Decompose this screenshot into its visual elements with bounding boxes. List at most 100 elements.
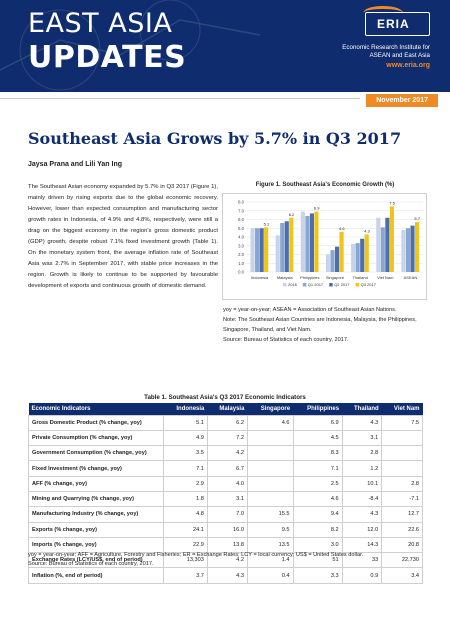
header-cell: Viet Nam: [381, 403, 423, 415]
indicator-value: -8.4: [341, 490, 383, 508]
indicator-value: 0.9: [341, 567, 383, 584]
indicator-value: [381, 460, 423, 477]
legend-label: 2016: [288, 282, 298, 287]
bar-q3-2017: [389, 206, 394, 272]
indicator-value: 1.2: [341, 460, 383, 477]
indicator-value: 7.1: [163, 460, 208, 477]
y-tick-label: 5.0: [238, 226, 244, 231]
legend-label: Q1 2017: [308, 282, 324, 287]
header-cell: Thailand: [342, 403, 382, 415]
figure-notes: yoy = year-on-year; ASEAN = Association …: [223, 305, 428, 345]
indicator-value: 3.1: [206, 490, 248, 508]
indicator-value: 24.1: [163, 521, 208, 538]
indicator-value: 12.0: [341, 521, 383, 538]
y-tick-label: 7.0: [238, 208, 244, 213]
indicator-value: 2.8: [341, 445, 383, 462]
category-label: Thailand: [352, 275, 367, 280]
indicator-value: 12.7: [381, 506, 423, 523]
indicator-value: 4.5: [292, 429, 343, 447]
indicator-label: Manufacturing Industry (% change, yoy): [28, 506, 164, 523]
header-cell: Economic Indicators: [28, 403, 164, 415]
indicator-value: 15.5: [246, 506, 294, 523]
indicator-value: 3.3: [292, 567, 343, 584]
table-header-row: Economic Indicators Indonesia Malaysia S…: [28, 403, 423, 415]
table-row: Inflation (%, end of period) 3.7 4.3 0.4 3.3…: [28, 567, 423, 584]
indicator-label: Inflation (%, end of period): [28, 567, 164, 584]
indicator-value: 9.5: [246, 521, 294, 538]
bar-q2-2017: [385, 217, 390, 272]
background-numbers-graphic: [0, 0, 260, 91]
org-name-line1: Economic Research Institute for: [342, 44, 430, 51]
indicator-value: 4.8: [163, 506, 208, 523]
indicator-value: 1.8: [163, 490, 208, 508]
indicator-value: 9.4: [292, 506, 343, 523]
bar-2016: [351, 244, 356, 272]
indicator-value: 6.2: [206, 414, 248, 431]
bar-q1-2017: [355, 243, 360, 272]
indicator-value: [246, 460, 294, 477]
table-row: Manufacturing Industry (% change, yoy) 4.…: [28, 506, 423, 523]
article-paragraph: The Southeast Asian economy expanded by …: [28, 184, 218, 289]
table-note-source: Source: Bureau of Statistics of each cou…: [28, 561, 154, 567]
indicator-value: 4.6: [292, 490, 343, 508]
indicator-value: 10.1: [341, 475, 383, 492]
legend-swatch: [355, 283, 360, 287]
category-label: Malaysia: [277, 275, 294, 280]
indicator-value: 4.3: [341, 506, 383, 523]
bar-q2-2017: [360, 238, 365, 272]
indicator-value: 4.2: [206, 445, 248, 462]
legend-swatch: [283, 283, 287, 287]
bar-2016: [376, 217, 381, 272]
category-label: Singapore: [326, 275, 345, 280]
eria-logo: ERIA: [363, 6, 430, 36]
indicator-value: [246, 445, 294, 462]
growth-chart-svg: 0.0 1.0 2.0 3.0 4.0 5.0 6.0 7.0 8.0 5.1 Indonesia 6…: [238, 200, 423, 287]
y-tick-label: 1.0: [238, 261, 244, 266]
indicator-label: Mining and Quarrying (% change, yoy): [28, 490, 164, 508]
table-row: Private Consumption (% change, yoy) 4.9 7.…: [28, 429, 423, 447]
indicator-value: [246, 429, 294, 447]
table-note-abbrev: yoy = year-on-year; AFF = Agriculture, F…: [28, 552, 364, 558]
indicator-label: Private Consumption (% change, yoy): [28, 429, 164, 447]
indicator-value: 3.4: [381, 567, 423, 584]
y-tick-label: 0.0: [238, 270, 244, 275]
category-label: ASEAN: [404, 275, 418, 280]
indicator-value: 7.1: [292, 460, 343, 477]
bar-q3-2017: [339, 231, 344, 272]
data-label: 4.3: [364, 228, 370, 233]
indicator-value: [381, 445, 423, 462]
logo-text: ERIA: [377, 17, 410, 31]
figure-note-source: Source: Bureau of Statistics of each cou…: [223, 337, 349, 343]
bar-q2-2017: [284, 221, 289, 272]
indicator-value: [246, 490, 294, 508]
indicator-label: Exports (% change, yoy): [28, 521, 164, 538]
category-label: Viet Nam: [377, 275, 394, 280]
header-cell: Indonesia: [163, 403, 208, 415]
bar-2016: [401, 230, 406, 272]
table-row: Mining and Quarrying (% change, yoy) 1.8 3…: [28, 490, 423, 508]
indicator-value: 7.5: [381, 414, 423, 431]
y-tick-label: 8.0: [238, 200, 244, 205]
indicator-label: Gross Domestic Product (% change, yoy): [28, 414, 164, 431]
indicator-value: 4.6: [246, 414, 294, 431]
date-row: November 2017: [0, 92, 450, 110]
bar-q1-2017: [380, 227, 385, 272]
bar-2016: [250, 228, 255, 272]
bar-q1-2017: [280, 223, 285, 272]
data-label: 5.7: [414, 216, 420, 221]
bar-q2-2017: [309, 213, 314, 272]
indicator-value: 2.5: [292, 475, 343, 492]
indicator-value: 22.6: [381, 521, 423, 538]
org-name-line2: ASEAN and East Asia: [369, 52, 430, 59]
indicator-value: 7.2: [206, 429, 248, 447]
website-link[interactable]: www.eria.org: [386, 62, 430, 69]
indicator-value: 2.8: [381, 475, 423, 492]
legend-swatch: [302, 283, 307, 287]
table-row: Exports (% change, yoy) 24.1 16.0 9.5 8.2 12.…: [28, 521, 423, 538]
issue-date-badge: November 2017: [366, 94, 438, 107]
category-label: Indonesia: [251, 275, 269, 280]
masthead: EAST ASIA UPDATES ERIA Economic Research…: [0, 0, 450, 92]
indicator-label: AFF (% change, yoy): [28, 475, 164, 492]
indicator-value: 6.9: [292, 414, 343, 431]
header-cell: Malaysia: [207, 403, 248, 415]
